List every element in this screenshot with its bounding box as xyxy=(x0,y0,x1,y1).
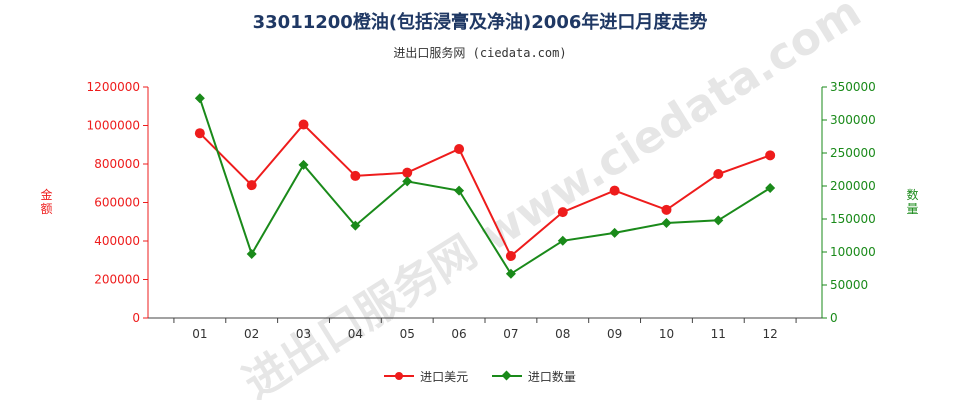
x-tick-label: 08 xyxy=(555,327,570,341)
data-point-1 xyxy=(713,215,724,226)
x-tick-label: 05 xyxy=(400,327,415,341)
left-tick-label: 200000 xyxy=(94,273,140,287)
x-tick-label: 10 xyxy=(659,327,674,341)
data-point-0 xyxy=(402,167,413,178)
x-tick-label: 07 xyxy=(503,327,518,341)
chart-title: 33011200橙油(包括浸膏及净油)2006年进口月度走势 xyxy=(252,12,708,33)
series-line-1 xyxy=(198,97,771,276)
data-point-1 xyxy=(402,176,413,187)
right-tick-label: 200000 xyxy=(830,179,876,193)
data-point-1 xyxy=(194,93,205,104)
right-tick-label: 300000 xyxy=(830,113,876,127)
legend-item-amount[interactable]: 进口美元 xyxy=(384,368,468,385)
left-tick-label: 800000 xyxy=(94,157,140,171)
data-point-0 xyxy=(454,143,465,154)
x-tick-label: 12 xyxy=(763,327,778,341)
left-tick-label: 600000 xyxy=(94,196,140,210)
right-tick-label: 350000 xyxy=(830,80,876,94)
chart-legend: 进口美元 进口数量 xyxy=(0,366,960,385)
right-tick-label: 100000 xyxy=(830,245,876,259)
data-point-0 xyxy=(246,180,257,191)
legend-label-amount: 进口美元 xyxy=(420,369,469,384)
right-axis-title: 数量 xyxy=(905,187,919,216)
data-point-0 xyxy=(505,251,516,262)
legend-line-quantity xyxy=(491,370,522,381)
data-point-0 xyxy=(557,207,568,218)
data-point-1 xyxy=(298,159,309,170)
legend-line-amount xyxy=(384,372,415,380)
data-point-0 xyxy=(609,185,620,196)
left-tick-label: 0 xyxy=(132,311,140,325)
x-tick-label: 04 xyxy=(348,327,363,341)
left-axis-title: 金额 xyxy=(39,187,53,216)
data-point-1 xyxy=(609,227,620,238)
data-point-1 xyxy=(557,235,568,246)
right-tick-label: 150000 xyxy=(830,212,876,226)
data-point-1 xyxy=(661,217,672,228)
right-tick-label: 50000 xyxy=(830,278,868,292)
left-tick-label: 400000 xyxy=(94,234,140,248)
x-tick-label: 06 xyxy=(451,327,466,341)
x-tick-label: 02 xyxy=(244,327,259,341)
series-line-0 xyxy=(199,123,771,258)
data-point-1 xyxy=(505,268,516,279)
data-point-1 xyxy=(246,248,257,259)
legend-label-quantity: 进口数量 xyxy=(527,369,576,384)
data-point-1 xyxy=(454,185,465,196)
right-tick-label: 250000 xyxy=(830,146,876,160)
data-point-0 xyxy=(194,128,205,139)
left-tick-label: 1000000 xyxy=(87,119,140,133)
x-tick-label: 01 xyxy=(192,327,207,341)
x-tick-label: 11 xyxy=(711,327,726,341)
right-tick-label: 0 xyxy=(830,311,838,325)
x-tick-label: 09 xyxy=(607,327,622,341)
chart-subtitle: 进出口服务网 (ciedata.com) xyxy=(393,46,567,60)
x-tick-label: 03 xyxy=(296,327,311,341)
data-point-1 xyxy=(350,220,361,231)
data-point-0 xyxy=(298,119,309,130)
legend-item-quantity[interactable]: 进口数量 xyxy=(491,368,576,385)
data-point-0 xyxy=(661,204,672,215)
data-point-0 xyxy=(350,170,361,181)
data-point-0 xyxy=(713,169,724,180)
left-tick-label: 1200000 xyxy=(87,80,140,94)
data-point-0 xyxy=(765,150,776,161)
data-point-1 xyxy=(765,182,776,193)
